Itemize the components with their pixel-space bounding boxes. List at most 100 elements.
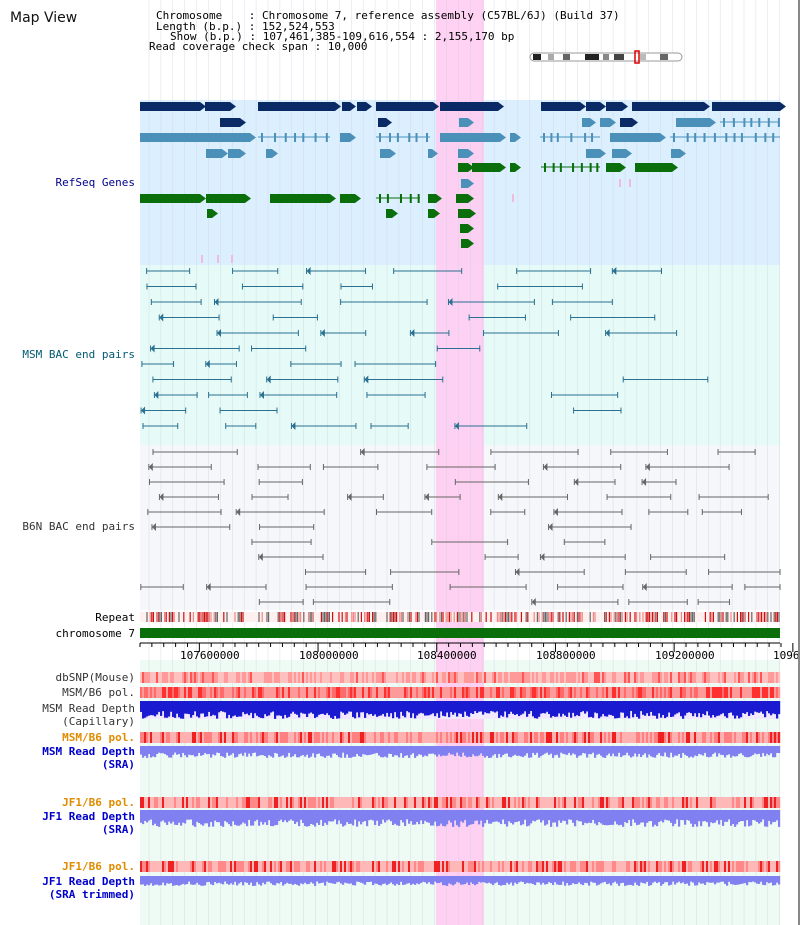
- track-label-msm-depth-capillary[interactable]: MSM Read Depth (Capillary): [42, 702, 135, 728]
- heat-cell: [678, 861, 681, 872]
- heat-cell: [530, 861, 533, 872]
- depth-bar: [222, 810, 225, 827]
- heat-cell: [210, 687, 213, 698]
- repeat-mark: [620, 612, 622, 622]
- heat-cell: [666, 732, 669, 743]
- gene-arrow: [660, 133, 666, 142]
- heat-cell: [174, 797, 177, 808]
- heat-cell: [600, 797, 603, 808]
- heat-cell: [266, 732, 269, 743]
- heat-cell: [428, 732, 431, 743]
- track-label-msm-depth-sra[interactable]: MSM Read Depth (SRA): [42, 745, 135, 771]
- depth-bar: [294, 876, 297, 884]
- depth-bar: [684, 701, 687, 716]
- heat-cell: [322, 797, 325, 808]
- heat-cell: [588, 687, 591, 698]
- gene-arrow: [632, 118, 638, 127]
- depth-bar: [728, 746, 731, 755]
- repeat-mark: [508, 612, 510, 622]
- repeat-mark: [199, 612, 201, 622]
- heat-cell: [254, 687, 257, 698]
- depth-bar: [454, 810, 457, 821]
- track-label-msm-bac[interactable]: MSM BAC end pairs: [22, 348, 135, 361]
- depth-bar: [354, 876, 357, 886]
- depth-bar: [706, 810, 709, 823]
- heat-cell: [514, 861, 517, 872]
- heat-cell: [576, 861, 579, 872]
- heat-cell: [142, 672, 145, 683]
- depth-bar: [328, 746, 331, 756]
- depth-bar: [284, 701, 287, 715]
- depth-bar: [172, 876, 175, 886]
- track-label-msm-b6-pol-2[interactable]: MSM/B6 pol.: [62, 731, 135, 744]
- depth-bar: [402, 810, 405, 823]
- depth-bar: [296, 876, 299, 885]
- heat-cell: [614, 672, 617, 683]
- depth-bar: [674, 701, 677, 715]
- heat-cell: [580, 797, 583, 808]
- heat-cell: [762, 861, 765, 872]
- heat-cell: [516, 672, 519, 683]
- depth-bar: [616, 810, 619, 825]
- depth-bar: [422, 810, 425, 824]
- heat-cell: [368, 797, 371, 808]
- gene-exon: [764, 133, 767, 142]
- depth-bar: [734, 701, 737, 719]
- depth-bar: [178, 701, 181, 718]
- track-label-refseq[interactable]: RefSeq Genes: [55, 176, 135, 189]
- track-label-repeat[interactable]: Repeat: [95, 611, 135, 624]
- heat-cell: [494, 861, 497, 872]
- heat-cell: [430, 672, 433, 683]
- heat-cell: [646, 797, 649, 808]
- track-label-chromosome[interactable]: chromosome 7: [55, 627, 135, 640]
- heat-cell: [352, 687, 355, 698]
- depth-bar: [436, 746, 439, 757]
- heat-cell: [624, 732, 627, 743]
- heat-cell: [686, 687, 689, 698]
- heat-cell: [682, 861, 685, 872]
- depth-bar: [304, 701, 307, 714]
- depth-bar: [520, 810, 523, 826]
- heat-cell: [660, 797, 663, 808]
- repeat-mark: [205, 612, 207, 622]
- track-label-jf1-depth[interactable]: JF1 Read Depth (SRA): [42, 810, 135, 836]
- heat-cell: [424, 687, 427, 698]
- depth-bar: [184, 810, 187, 824]
- heat-cell: [220, 861, 223, 872]
- heat-cell: [394, 687, 397, 698]
- depth-bar: [408, 701, 411, 713]
- heat-cell: [334, 672, 337, 683]
- repeat-mark: [396, 612, 398, 622]
- depth-bar: [370, 876, 373, 882]
- track-label-dbsnp[interactable]: dbSNP(Mouse): [55, 671, 135, 684]
- heat-cell: [470, 732, 473, 743]
- repeat-mark: [461, 612, 463, 622]
- heat-cell: [186, 732, 189, 743]
- track-label-msm-b6-pol[interactable]: MSM/B6 pol.: [62, 686, 135, 699]
- track-label-jf1-depth-trimmed[interactable]: JF1 Read Depth (SRA trimmed): [42, 875, 135, 901]
- depth-bar: [632, 876, 635, 886]
- depth-bar: [280, 746, 283, 757]
- heat-cell: [738, 861, 741, 872]
- gene-exon: [703, 133, 706, 142]
- heat-cell: [456, 861, 459, 872]
- heat-cell: [340, 687, 343, 698]
- depth-bar: [232, 810, 235, 822]
- right-border: [798, 0, 800, 925]
- heat-cell: [234, 797, 237, 808]
- depth-bar: [346, 810, 349, 823]
- depth-bar: [702, 746, 705, 756]
- track-label-jf1-pol-2[interactable]: JF1/B6 pol.: [62, 860, 135, 873]
- depth-bar: [204, 876, 207, 886]
- gene-arrow: [355, 194, 361, 203]
- depth-bar: [606, 876, 609, 885]
- heat-cell: [162, 672, 165, 683]
- depth-bar: [190, 876, 193, 885]
- track-label-jf1-pol[interactable]: JF1/B6 pol.: [62, 796, 135, 809]
- heat-cell: [400, 672, 403, 683]
- depth-bar: [404, 746, 407, 756]
- track-label-b6n-bac[interactable]: B6N BAC end pairs: [22, 520, 135, 533]
- heat-cell: [418, 687, 421, 698]
- depth-bar: [722, 876, 725, 882]
- heat-cell: [172, 861, 175, 872]
